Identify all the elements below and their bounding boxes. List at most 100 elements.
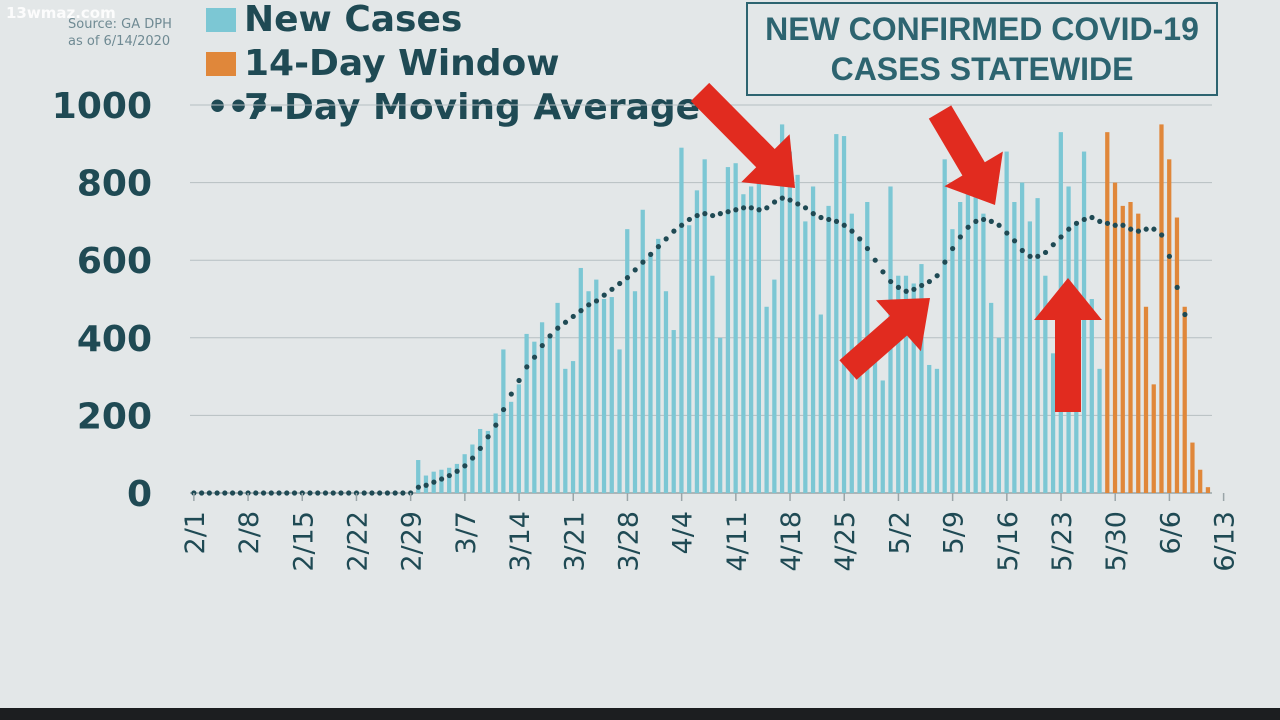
x-tick-label: 3/28: [613, 511, 644, 572]
avg-point: [562, 319, 569, 325]
avg-point: [733, 207, 739, 213]
avg-point: [617, 280, 623, 287]
arrow-peak-may17: [928, 105, 1003, 205]
avg-point: [1174, 284, 1180, 290]
y-tick-label-200: 200: [77, 396, 152, 437]
bar-14-day-window: [1182, 306, 1187, 493]
x-axis: 2/1 2/8 2/15 2/22 2/29 3/7 3/14 3/21 3/28 4/4 4/11…: [180, 493, 1241, 572]
avg-point: [919, 282, 925, 289]
bar-new-cases: [981, 213, 986, 493]
bar-new-cases: [640, 209, 645, 493]
x-tick-label: 3/7: [451, 511, 482, 554]
avg-point: [439, 476, 445, 482]
bar-new-cases: [485, 430, 491, 493]
annotation-arrows: [690, 82, 1102, 412]
avg-point: [1104, 220, 1111, 226]
avg-point: [454, 468, 460, 474]
avg-point: [384, 490, 391, 496]
bar-new-cases: [795, 174, 800, 493]
avg-point: [694, 212, 700, 219]
source-line-2: as of 6/14/2020: [68, 34, 171, 49]
bar-new-cases: [516, 384, 521, 493]
avg-point: [361, 490, 367, 496]
avg-point: [531, 354, 538, 360]
bar-new-cases: [539, 322, 545, 493]
avg-point: [547, 333, 553, 339]
avg-point: [833, 218, 840, 224]
bar-new-cases: [779, 124, 785, 494]
avg-point: [957, 234, 963, 240]
avg-point: [214, 490, 220, 496]
bar-14-day-window: [1167, 159, 1172, 493]
bar-new-cases: [1089, 299, 1094, 493]
avg-point: [1135, 228, 1142, 234]
avg-point: [671, 228, 677, 234]
avg-point: [756, 207, 762, 213]
bar-new-cases: [563, 368, 568, 493]
chart-title-line-2: CASES STATEWIDE: [830, 51, 1134, 87]
x-tick-label: 2/8: [234, 511, 265, 554]
bar-14-day-window: [1174, 217, 1180, 493]
bar-14-day-window: [1128, 202, 1133, 493]
avg-point: [826, 216, 832, 223]
avg-point: [415, 484, 422, 490]
bar-new-cases: [834, 134, 839, 493]
avg-point: [740, 205, 747, 211]
bar-new-cases: [493, 413, 498, 493]
avg-point: [392, 490, 398, 496]
bar-new-cases: [601, 299, 607, 493]
bar-14-day-window: [1112, 182, 1118, 493]
x-tick-label: 5/16: [993, 511, 1024, 572]
bar-new-cases: [841, 136, 847, 494]
bar-new-cases: [710, 275, 715, 493]
avg-point: [601, 292, 607, 298]
bar-new-cases: [733, 163, 738, 493]
avg-point: [1035, 253, 1041, 259]
avg-point: [1027, 253, 1033, 259]
avg-point: [942, 259, 948, 265]
x-tick-label: 5/30: [1101, 511, 1132, 572]
bar-new-cases: [547, 337, 552, 493]
avg-point: [663, 236, 669, 242]
avg-point: [679, 222, 685, 228]
avg-point: [593, 298, 600, 304]
avg-point: [996, 222, 1002, 228]
bar-new-cases: [1050, 353, 1056, 493]
bar-new-cases: [1004, 151, 1009, 493]
bar-new-cases: [756, 167, 762, 493]
bar-14-day-window: [1151, 384, 1156, 493]
x-tick-label: 2/29: [397, 511, 428, 572]
avg-point: [771, 199, 778, 205]
bar-14-day-window: [1120, 205, 1125, 493]
avg-point: [229, 490, 236, 496]
bar-new-cases: [958, 202, 963, 493]
arrow-dip-may9: [839, 298, 930, 380]
bar-new-cases: [671, 330, 676, 493]
bar-new-cases: [1035, 198, 1040, 493]
avg-point: [268, 490, 274, 496]
avg-point: [911, 286, 917, 292]
legend-moving-average: ••• 7-Day Moving Average: [206, 88, 700, 128]
bar-new-cases: [927, 364, 932, 493]
bar-new-cases: [1097, 368, 1102, 493]
bar-new-cases: [586, 291, 591, 493]
avg-point: [493, 422, 499, 428]
bar-new-cases: [1027, 221, 1032, 493]
avg-point: [624, 275, 631, 281]
bar-new-cases: [508, 401, 514, 493]
avg-point: [586, 302, 592, 308]
bar-new-cases: [501, 349, 506, 493]
bar-new-cases: [872, 345, 878, 493]
avg-point: [446, 472, 452, 479]
bar-new-cases: [524, 333, 529, 493]
avg-point: [1011, 238, 1018, 244]
avg-point: [980, 216, 987, 223]
avg-point: [291, 490, 298, 496]
avg-point: [748, 205, 754, 211]
y-tick-label-400: 400: [77, 319, 152, 360]
bar-new-cases: [617, 349, 622, 493]
avg-point: [516, 377, 522, 384]
bar-new-cases: [555, 302, 560, 493]
avg-point: [717, 211, 723, 217]
